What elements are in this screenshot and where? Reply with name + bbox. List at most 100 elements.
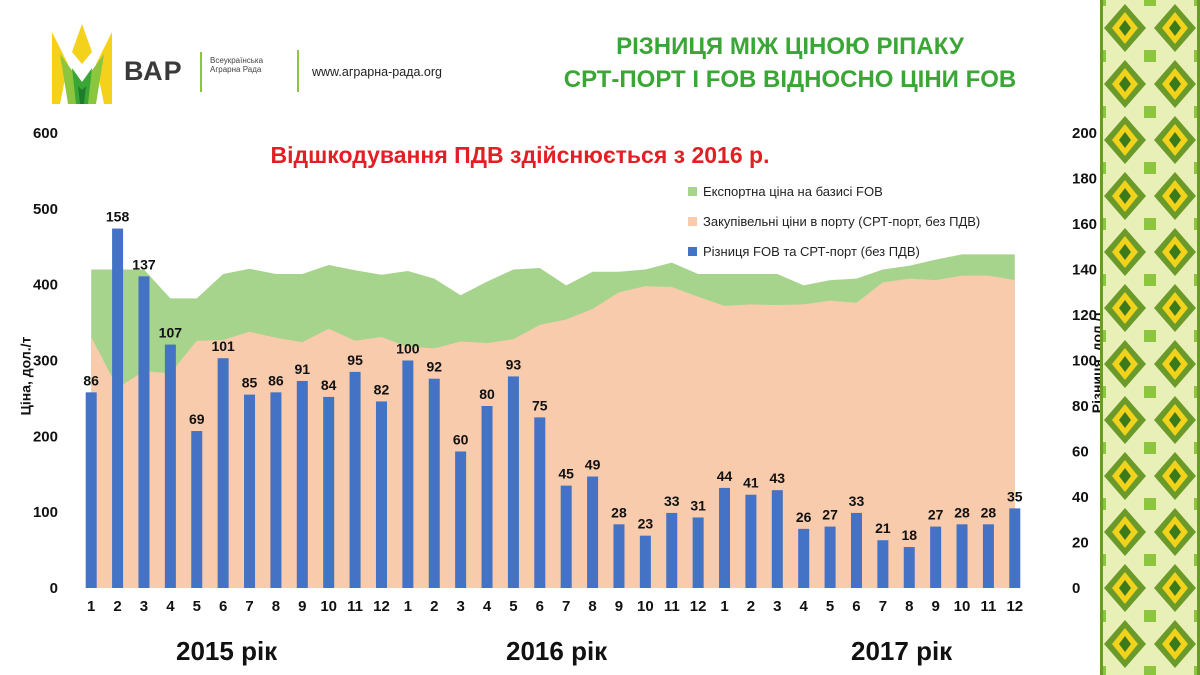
- diff-bar: [666, 512, 678, 588]
- bar-data-label: 84: [321, 377, 337, 393]
- bar-data-label: 95: [347, 352, 363, 368]
- bar-data-label: 91: [295, 361, 311, 377]
- x-tick-label: 7: [562, 598, 570, 615]
- y-tick-label-right: 0: [1072, 580, 1080, 597]
- x-tick-label: 2: [747, 598, 755, 615]
- diff-bar: [587, 476, 599, 588]
- diff-bar: [481, 406, 493, 588]
- x-tick-label: 9: [298, 598, 306, 615]
- bar-data-label: 44: [717, 468, 733, 484]
- diff-bar: [719, 487, 731, 588]
- legend-swatch-cpt: [688, 216, 697, 226]
- diff-bar: [164, 344, 176, 588]
- y-tick-label-right: 140: [1072, 262, 1097, 279]
- bar-data-label: 27: [822, 507, 838, 523]
- y-tick-label-left: 500: [33, 201, 58, 218]
- ornament-border: [1100, 0, 1200, 675]
- x-tick-label: 10: [954, 598, 971, 615]
- y-tick-label-right: 100: [1072, 353, 1097, 370]
- y-tick-label-right: 120: [1072, 307, 1097, 324]
- x-tick-label: 12: [1006, 598, 1023, 615]
- x-tick-label: 4: [483, 598, 492, 615]
- x-tick-label: 1: [404, 598, 412, 615]
- brand-divider: [200, 52, 202, 92]
- bar-data-label: 18: [901, 527, 917, 543]
- bar-data-label: 41: [743, 475, 759, 491]
- x-tick-label: 6: [536, 598, 544, 615]
- diff-bar: [244, 394, 256, 588]
- diff-bar: [639, 535, 651, 588]
- diff-bar: [560, 485, 572, 588]
- diff-bar: [507, 376, 519, 588]
- diff-bar: [771, 490, 783, 588]
- x-tick-label: 8: [272, 598, 280, 615]
- page-title-line2: СРТ-ПОРТ І FOB ВІДНОСНО ЦІНИ FOB: [563, 66, 1017, 93]
- bar-data-label: 85: [242, 375, 258, 391]
- legend-label-diff: Різниця FOB та СРТ-порт (без ПДВ): [703, 243, 920, 259]
- bar-data-label: 28: [611, 504, 627, 520]
- y-tick-label-left: 0: [50, 580, 58, 597]
- bar-data-label: 45: [558, 466, 574, 482]
- diff-bar: [349, 371, 361, 588]
- diff-bar: [692, 517, 704, 588]
- y-tick-label-left: 200: [33, 428, 58, 445]
- bar-data-label: 28: [954, 504, 970, 520]
- diff-bar: [824, 526, 836, 588]
- bar-data-label: 69: [189, 411, 205, 427]
- bar-data-label: 28: [981, 504, 997, 520]
- diff-bar: [375, 401, 387, 588]
- bar-data-label: 27: [928, 507, 944, 523]
- diff-bar: [1009, 508, 1021, 588]
- legend-label-fob: Експортна ціна на базисі FOB: [703, 183, 883, 199]
- brand-url: www.аграрна-рада.org: [312, 65, 442, 79]
- bar-data-label: 75: [532, 397, 548, 413]
- brand-name: ВАР: [124, 56, 183, 86]
- diff-bar: [930, 526, 942, 588]
- x-tick-label: 6: [219, 598, 227, 615]
- bar-data-label: 93: [506, 356, 522, 372]
- year-label-2017: 2017 рік: [851, 636, 953, 666]
- x-tick-label: 2: [430, 598, 438, 615]
- bar-data-label: 101: [211, 338, 235, 354]
- diff-bar: [455, 451, 467, 588]
- bar-data-label: 86: [83, 372, 99, 388]
- x-tick-label: 1: [87, 598, 95, 615]
- x-tick-label: 8: [588, 598, 596, 615]
- y-axis-left-title: Ціна, дол./т: [17, 336, 34, 416]
- x-tick-label: 6: [852, 598, 860, 615]
- x-tick-label: 8: [905, 598, 913, 615]
- y-tick-label-left: 400: [33, 277, 58, 294]
- bar-data-label: 158: [106, 209, 130, 225]
- diff-bar: [217, 358, 229, 588]
- bar-data-label: 60: [453, 432, 469, 448]
- diff-bar: [270, 392, 282, 588]
- bar-data-label: 23: [638, 516, 654, 532]
- diff-bar: [112, 228, 124, 589]
- bar-data-label: 107: [159, 325, 183, 341]
- x-tick-label: 2: [113, 598, 121, 615]
- year-label-2015: 2015 рік: [176, 636, 278, 666]
- bar-data-label: 86: [268, 372, 284, 388]
- y-tick-label-right: 200: [1072, 125, 1097, 142]
- y-tick-label-right: 60: [1072, 444, 1089, 461]
- x-tick-label: 7: [245, 598, 253, 615]
- x-tick-label: 12: [373, 598, 390, 615]
- diff-bar: [534, 417, 546, 588]
- cpt-area: [91, 275, 1015, 588]
- bar-data-label: 49: [585, 457, 601, 473]
- bar-data-label: 33: [664, 493, 680, 509]
- legend-item-diff: Різниця FOB та СРТ-порт (без ПДВ): [688, 238, 980, 264]
- bar-data-label: 35: [1007, 488, 1023, 504]
- legend-swatch-fob: [688, 186, 697, 196]
- diff-bar: [613, 524, 625, 588]
- brand-full-name: Всеукраїнська Аграрна Рада: [210, 56, 264, 74]
- year-label-2016: 2016 рік: [506, 636, 608, 666]
- legend-item-cpt: Закупівельні ціни в порту (СРТ-порт, без…: [688, 208, 980, 234]
- bar-data-label: 43: [770, 470, 786, 486]
- page-title: РІЗНИЦЯ МІЖ ЦІНОЮ РІПАКУ СРТ-ПОРТ І FOB …: [540, 30, 1040, 96]
- diff-bar: [798, 528, 810, 588]
- legend-label-cpt: Закупівельні ціни в порту (СРТ-порт, без…: [703, 213, 981, 229]
- diff-bar: [296, 380, 308, 588]
- diff-bar: [850, 512, 862, 588]
